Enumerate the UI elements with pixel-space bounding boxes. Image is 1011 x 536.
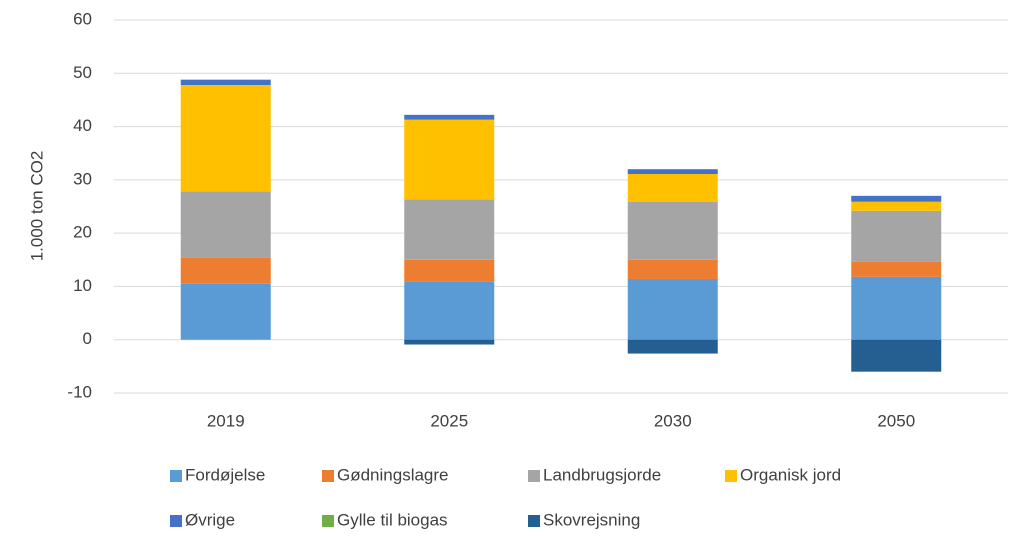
- bar-segment: [627, 339, 718, 354]
- bar-segment: [851, 195, 942, 202]
- bar-segment: [180, 283, 271, 340]
- x-tick-label: 2025: [430, 411, 468, 430]
- y-tick-label: 50: [73, 63, 92, 82]
- bar-segment: [627, 173, 718, 202]
- bar-segment: [851, 201, 942, 211]
- bar-segment: [851, 210, 942, 262]
- legend-swatch: [322, 515, 334, 527]
- bar-segment: [180, 191, 271, 258]
- legend-label: Skovrejsning: [543, 510, 640, 529]
- bar-segment: [851, 339, 942, 372]
- bar-segment: [627, 259, 718, 279]
- bar-segment: [180, 257, 271, 284]
- legend-swatch: [725, 470, 737, 482]
- y-tick-label: 30: [73, 169, 92, 188]
- legend-swatch: [322, 470, 334, 482]
- bar-segment: [404, 259, 495, 282]
- bar-segment: [851, 261, 942, 277]
- legend-label: Øvrige: [185, 510, 235, 529]
- legend-label: Fordøjelse: [185, 465, 265, 484]
- legend-label: Gylle til biogas: [337, 510, 448, 529]
- bar-segment: [404, 339, 495, 345]
- y-tick-label: 20: [73, 223, 92, 242]
- legend-swatch: [528, 515, 540, 527]
- legend-swatch: [170, 470, 182, 482]
- bar-segment: [627, 201, 718, 260]
- y-tick-label: -10: [67, 382, 92, 401]
- x-tick-label: 2019: [207, 411, 245, 430]
- legend-swatch: [528, 470, 540, 482]
- legend-label: Gødningslagre: [337, 465, 449, 484]
- bar-segment: [180, 85, 271, 192]
- x-tick-label: 2030: [654, 411, 692, 430]
- y-axis-label: 1.000 ton CO2: [27, 151, 46, 262]
- bar-segment: [180, 79, 271, 86]
- bar-segment: [404, 114, 495, 120]
- bar-segment: [627, 169, 718, 174]
- x-tick-label: 2050: [877, 411, 915, 430]
- legend-label: Landbrugsjorde: [543, 465, 661, 484]
- bar-segment: [404, 281, 495, 340]
- y-tick-label: 10: [73, 276, 92, 295]
- bar-segment: [404, 199, 495, 260]
- y-tick-label: 0: [83, 329, 92, 348]
- bar-segment: [851, 276, 942, 340]
- legend-swatch: [170, 515, 182, 527]
- y-tick-label: 60: [73, 9, 92, 28]
- bar-segment: [404, 119, 495, 200]
- bar-segment: [627, 278, 718, 340]
- y-tick-label: 40: [73, 116, 92, 135]
- legend-label: Organisk jord: [740, 465, 841, 484]
